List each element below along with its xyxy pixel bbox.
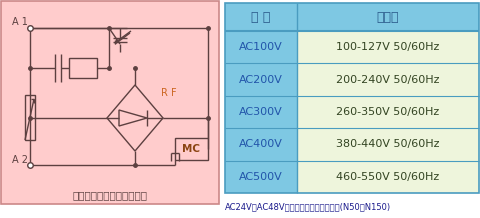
Text: R F: R F [161, 88, 176, 98]
Bar [69, 58, 97, 78]
Bar [225, 128, 296, 161]
Text: 260-350V 50/60Hz: 260-350V 50/60Hz [336, 107, 439, 117]
Text: AC300V: AC300V [239, 107, 282, 117]
Bar [296, 128, 478, 161]
Text: （代表操作コイル回路図）: （代表操作コイル回路図） [72, 190, 147, 200]
Text: 460-550V 50/60Hz: 460-550V 50/60Hz [336, 172, 439, 182]
Bar [175, 138, 207, 160]
Bar [225, 63, 296, 96]
Text: 呼 び: 呼 び [251, 10, 270, 24]
Text: AC500V: AC500V [239, 172, 282, 182]
Text: 380-440V 50/60Hz: 380-440V 50/60Hz [336, 139, 439, 149]
Text: MC: MC [182, 144, 200, 154]
Bar [296, 63, 478, 96]
Bar [225, 3, 478, 31]
Bar [225, 3, 478, 193]
Text: A 2: A 2 [12, 155, 28, 165]
Text: 定　格: 定 格 [376, 10, 398, 24]
Text: 100-127V 50/60Hz: 100-127V 50/60Hz [336, 42, 439, 52]
Bar [25, 95, 35, 140]
Bar [225, 161, 296, 193]
Text: 200-240V 50/60Hz: 200-240V 50/60Hz [336, 75, 439, 85]
Bar [1, 1, 218, 204]
Text: AC200V: AC200V [239, 75, 282, 85]
Bar [225, 31, 296, 63]
Bar [225, 96, 296, 128]
Bar [296, 161, 478, 193]
Text: A 1: A 1 [12, 17, 28, 27]
Bar [296, 31, 478, 63]
Bar [296, 96, 478, 128]
Text: AC400V: AC400V [239, 139, 282, 149]
Text: AC100V: AC100V [239, 42, 282, 52]
Text: AC24V、AC48V定格も製作いたします。(N50～N150): AC24V、AC48V定格も製作いたします。(N50～N150) [225, 203, 390, 211]
